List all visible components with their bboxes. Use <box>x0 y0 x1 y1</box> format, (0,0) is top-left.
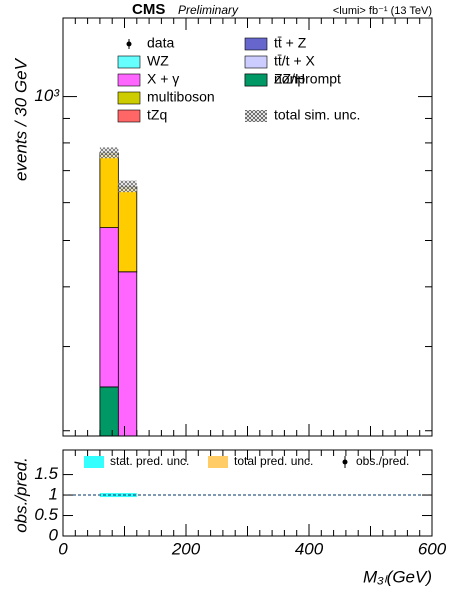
x-tick-label: 400 <box>295 539 324 558</box>
ratio-y-axis-label: obs./pred. <box>11 457 30 533</box>
y-tick-label: 0.5 <box>34 505 58 524</box>
legend-swatch <box>244 37 268 51</box>
legend-swatch <box>245 110 267 122</box>
y-tick-label: 1.5 <box>34 464 58 483</box>
cms-label: CMS <box>132 1 165 18</box>
uncertainty-band <box>118 180 137 193</box>
histogram-bar <box>99 227 119 388</box>
legend-label: WZ <box>147 53 169 69</box>
x-axis-label: M₃ₗ(GeV) <box>363 567 432 586</box>
legend-label: total sim. unc. <box>274 107 360 123</box>
legend-swatch <box>244 55 268 69</box>
histogram-bar <box>117 187 138 273</box>
legend-swatch <box>117 55 141 69</box>
legend-label: total pred. unc. <box>234 454 313 468</box>
legend-swatch <box>117 109 141 123</box>
legend-label: nonprompt <box>274 71 341 87</box>
legend-label: stat. pred. unc. <box>110 454 189 468</box>
legend-label: tt̄ + Z <box>274 35 307 51</box>
legend-label: X + γ <box>147 71 179 87</box>
legend-swatch <box>84 456 104 468</box>
y-axis-label: events / 30 GeV <box>11 57 30 181</box>
y-tick-label: 10³ <box>34 86 60 105</box>
ratio-band <box>118 493 137 498</box>
legend-label: ZZ/H <box>274 71 305 87</box>
x-tick-label: 0 <box>58 539 68 558</box>
uncertainty-band <box>99 147 119 159</box>
legend-swatch <box>117 91 141 105</box>
legend-swatch <box>117 73 141 87</box>
histogram-bar <box>99 153 119 229</box>
y-tick-label: 0 <box>49 525 59 544</box>
histogram-bar <box>99 386 119 437</box>
legend-label: tZq <box>147 107 167 123</box>
y-tick-label: 1 <box>49 485 58 504</box>
x-tick-label: 600 <box>418 539 447 558</box>
x-tick-label: 200 <box>171 539 201 558</box>
lumi-label: <lumi> fb⁻¹ (13 TeV) <box>333 5 432 17</box>
legend-label: data <box>147 35 174 51</box>
legend-swatch <box>244 73 268 87</box>
legend-label: multiboson <box>147 89 215 105</box>
preliminary-label: Preliminary <box>178 3 239 17</box>
histogram-bar <box>117 271 138 437</box>
legend-label: obs./pred. <box>356 454 409 468</box>
legend-swatch <box>208 456 228 468</box>
legend-label: tt̄/t + X <box>274 53 316 69</box>
